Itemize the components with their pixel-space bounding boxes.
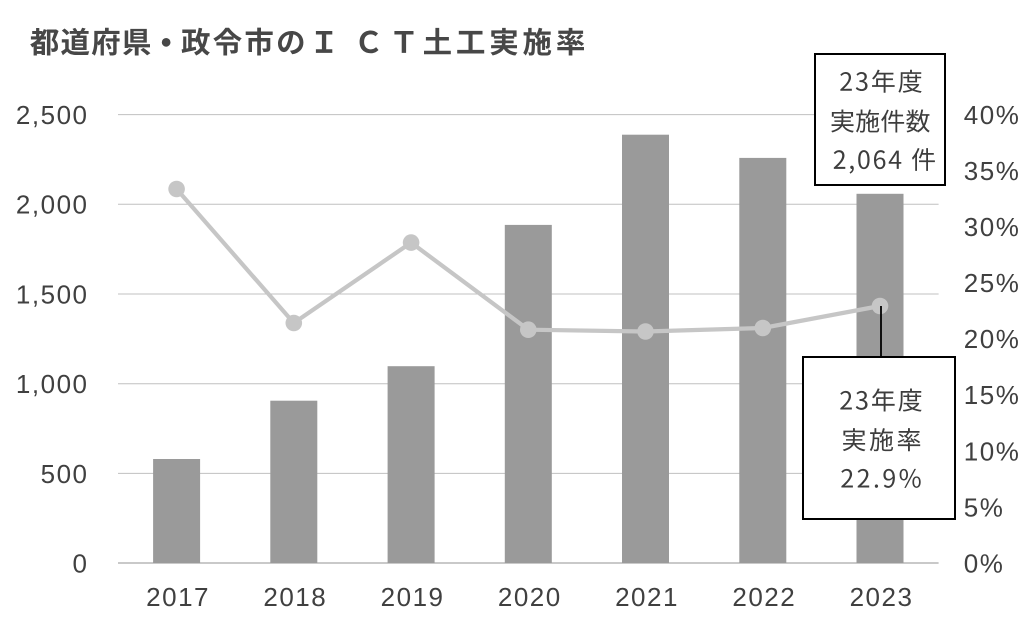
svg-text:2021: 2021 [615,582,679,612]
svg-text:2018: 2018 [263,582,327,612]
svg-text:2022: 2022 [732,582,796,612]
svg-text:1,500: 1,500 [16,279,89,309]
svg-text:1,000: 1,000 [16,369,89,399]
svg-text:2023: 2023 [850,582,914,612]
svg-text:30%: 30% [964,212,1021,242]
svg-text:40%: 40% [964,100,1021,130]
svg-text:2,000: 2,000 [16,190,89,220]
svg-text:2017: 2017 [146,582,210,612]
svg-text:20%: 20% [964,324,1021,354]
svg-text:5%: 5% [964,492,1005,522]
svg-text:10%: 10% [964,436,1021,466]
svg-text:2019: 2019 [381,582,445,612]
svg-text:25%: 25% [964,268,1021,298]
svg-text:0%: 0% [964,548,1005,578]
svg-text:15%: 15% [964,380,1021,410]
svg-text:0: 0 [73,548,89,578]
svg-text:2,500: 2,500 [16,100,89,130]
svg-text:2020: 2020 [498,582,562,612]
svg-text:35%: 35% [964,156,1021,186]
svg-text:500: 500 [41,459,89,489]
